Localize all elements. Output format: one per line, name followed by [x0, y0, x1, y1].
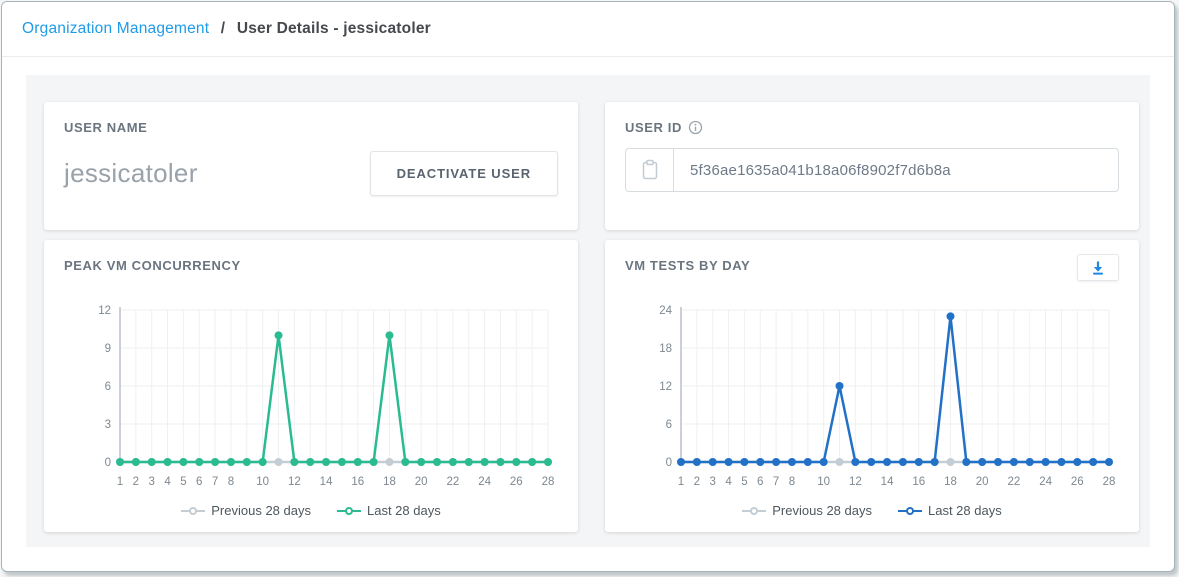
svg-text:16: 16 [912, 476, 925, 488]
svg-text:8: 8 [228, 476, 234, 488]
legend-item-previous-28-days: Previous 28 days [181, 503, 311, 518]
legend-label: Last 28 days [367, 503, 441, 518]
svg-text:7: 7 [773, 476, 779, 488]
download-chart-button[interactable] [1077, 254, 1119, 281]
svg-text:5: 5 [741, 476, 747, 488]
vm-tests-by-day-legend: Previous 28 days Last 28 days [625, 503, 1119, 518]
breadcrumb-link-organization-management[interactable]: Organization Management [22, 20, 210, 37]
svg-text:10: 10 [817, 476, 830, 488]
svg-text:2: 2 [133, 476, 139, 488]
legend-marker-icon [181, 506, 206, 515]
svg-text:9: 9 [105, 343, 111, 355]
legend-marker-icon [898, 506, 922, 515]
peak-vm-concurrency-legend: Previous 28 days Last 28 days [64, 503, 558, 518]
info-icon[interactable] [688, 120, 703, 135]
page-header: Organization Management / User Details -… [2, 2, 1174, 57]
breadcrumb: Organization Management / User Details -… [22, 20, 431, 38]
svg-text:24: 24 [478, 476, 491, 488]
svg-text:3: 3 [710, 476, 716, 488]
legend-label: Last 28 days [928, 503, 1002, 518]
svg-text:5: 5 [180, 476, 186, 488]
legend-label: Previous 28 days [211, 503, 311, 518]
svg-text:14: 14 [320, 476, 333, 488]
svg-text:20: 20 [415, 476, 428, 488]
legend-marker-icon [337, 506, 361, 515]
svg-text:10: 10 [256, 476, 269, 488]
legend-item-previous-28-days: Previous 28 days [742, 503, 872, 518]
copy-user-id-button[interactable] [626, 149, 674, 191]
svg-text:3: 3 [149, 476, 155, 488]
svg-text:12: 12 [288, 476, 301, 488]
svg-text:28: 28 [542, 476, 555, 488]
svg-text:18: 18 [944, 476, 957, 488]
svg-text:28: 28 [1103, 476, 1116, 488]
svg-text:26: 26 [1071, 476, 1084, 488]
legend-label: Previous 28 days [772, 503, 872, 518]
svg-text:26: 26 [510, 476, 523, 488]
svg-text:6: 6 [196, 476, 202, 488]
clipboard-icon [641, 159, 659, 181]
user-id-card: USER ID [605, 102, 1139, 230]
breadcrumb-separator: / [220, 20, 226, 37]
svg-text:18: 18 [659, 343, 672, 355]
user-name-value: jessicatoler [64, 158, 198, 188]
svg-text:6: 6 [666, 419, 672, 431]
vm-tests-by-day-chart: 0 6 12 18 24 1 2 3 4 5 6 7 8 10 12 14 16 18 20 22 24 26 28 [625, 298, 1119, 497]
svg-text:16: 16 [351, 476, 364, 488]
svg-text:8: 8 [789, 476, 795, 488]
legend-item-last-28-days: Last 28 days [337, 503, 441, 518]
svg-text:18: 18 [383, 476, 396, 488]
svg-text:2: 2 [694, 476, 700, 488]
deactivate-user-button[interactable]: DEACTIVATE USER [369, 151, 558, 196]
legend-marker-icon [742, 506, 767, 515]
legend-item-last-28-days: Last 28 days [898, 503, 1002, 518]
vm-tests-by-day-title: VM TESTS BY DAY [625, 258, 751, 273]
vm-tests-by-day-card: VM TESTS BY DAY 0 6 12 18 24 1 2 3 4 5 6 7 8 10 12 14 16… [605, 240, 1139, 532]
peak-vm-concurrency-title: PEAK VM CONCURRENCY [64, 258, 241, 273]
user-id-field: 5f36ae1635a041b18a06f8902f7d6b8a [625, 148, 1119, 192]
svg-text:12: 12 [98, 305, 111, 317]
svg-text:24: 24 [659, 305, 672, 317]
svg-text:0: 0 [666, 457, 672, 469]
content-panel: USER NAME jessicatoler DEACTIVATE USER U… [26, 75, 1150, 547]
svg-text:24: 24 [1039, 476, 1052, 488]
peak-vm-concurrency-card: PEAK VM CONCURRENCY 0 3 6 9 12 1 2 3 4 5 6 7 8 10 12 14… [44, 240, 578, 532]
svg-text:4: 4 [164, 476, 171, 488]
svg-text:1: 1 [678, 476, 684, 488]
svg-text:20: 20 [976, 476, 989, 488]
svg-text:0: 0 [105, 457, 111, 469]
svg-text:14: 14 [881, 476, 894, 488]
svg-text:1: 1 [117, 476, 123, 488]
user-name-label: USER NAME [64, 120, 148, 135]
svg-text:22: 22 [446, 476, 459, 488]
breadcrumb-current: User Details - jessicatoler [236, 20, 431, 37]
peak-vm-concurrency-chart: 0 3 6 9 12 1 2 3 4 5 6 7 8 10 12 14 16 18 20 22 24 26 28 [64, 298, 558, 497]
user-name-card: USER NAME jessicatoler DEACTIVATE USER [44, 102, 578, 230]
svg-text:6: 6 [105, 381, 111, 393]
svg-text:6: 6 [757, 476, 763, 488]
svg-text:12: 12 [849, 476, 862, 488]
svg-text:12: 12 [659, 381, 672, 393]
user-id-value[interactable]: 5f36ae1635a041b18a06f8902f7d6b8a [690, 161, 951, 179]
svg-text:4: 4 [725, 476, 732, 488]
svg-text:7: 7 [212, 476, 218, 488]
download-icon [1090, 260, 1106, 276]
svg-text:3: 3 [105, 419, 111, 431]
svg-text:22: 22 [1007, 476, 1020, 488]
user-id-label: USER ID [625, 120, 682, 135]
